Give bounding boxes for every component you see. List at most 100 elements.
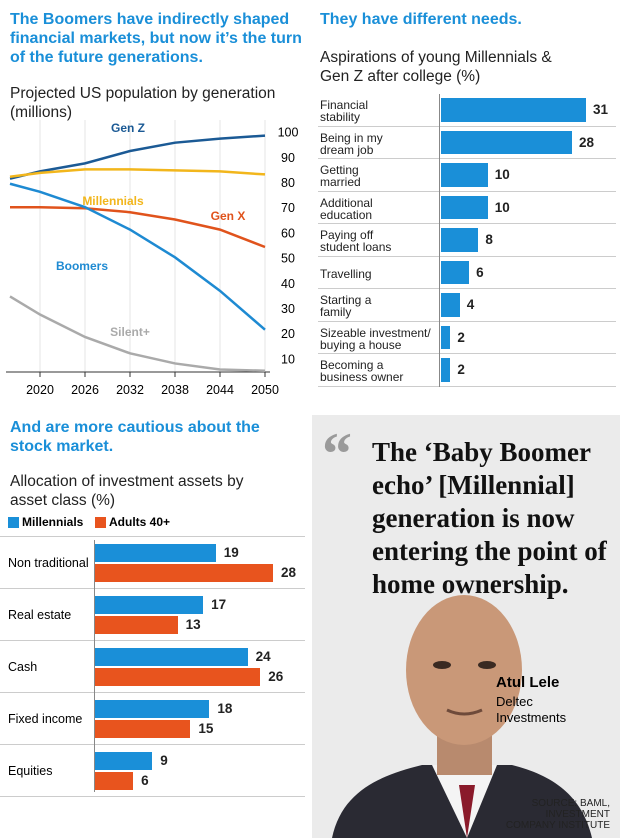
- category-label: Starting a family: [320, 293, 372, 320]
- value-label: 31: [593, 102, 609, 117]
- heading: They have different needs.: [320, 11, 522, 28]
- separator: [318, 125, 616, 127]
- category-label: Paying off student loans: [320, 228, 392, 255]
- bar: [95, 544, 216, 562]
- line: [9, 168, 266, 178]
- bar: [95, 668, 261, 686]
- value-label: 24: [255, 649, 271, 664]
- quote-mark: “: [322, 421, 352, 487]
- bar: [95, 564, 273, 582]
- series-label: Gen Z: [111, 121, 145, 135]
- series-label: Silent+: [110, 325, 150, 339]
- line: [9, 182, 266, 331]
- bar: [95, 596, 204, 614]
- line-chart: 2020 2026 2032 2038 2044 2050 10 20 30 40 50 60 70 80…: [6, 120, 299, 397]
- bar: [441, 325, 451, 349]
- bar: [441, 228, 479, 252]
- bar: [95, 752, 153, 770]
- category-label: Cash: [8, 660, 38, 674]
- separator: [0, 744, 305, 745]
- source: SOURCE: BAML, INVESTMENT COMPANY INSTITU…: [505, 798, 610, 831]
- category-label: Being in my dream job: [320, 130, 383, 157]
- chart-title: Projected US population by generation (m…: [10, 85, 276, 121]
- separator: [318, 353, 616, 354]
- chart-title: Aspirations of young Millennials & Gen Z…: [320, 49, 552, 85]
- bar-chart: Financial stability 31 Being in my dream j…: [318, 94, 618, 390]
- value-label: 26: [268, 669, 284, 684]
- separator: [318, 385, 616, 387]
- x-tick-label: 2044: [206, 383, 234, 397]
- y-tick-label: 10: [281, 352, 295, 366]
- bar: [95, 648, 248, 666]
- separator: [0, 536, 305, 537]
- bar: [95, 772, 134, 790]
- bar: [95, 720, 191, 738]
- bar: [95, 700, 210, 718]
- axis: [94, 540, 95, 792]
- category-label: Real estate: [8, 608, 72, 622]
- y-tick-label: 100: [278, 126, 299, 140]
- value-label: 19: [223, 545, 239, 560]
- quote: The ‘Baby Boomer echo’ [Millennial] gene…: [372, 437, 607, 599]
- person-name: Atul Lele: [496, 674, 560, 691]
- x-tick-label: 2050: [251, 383, 279, 397]
- photo: [332, 595, 592, 838]
- bar: [441, 358, 451, 382]
- category-label: Getting married: [320, 163, 361, 190]
- legend-label: Adults 40+: [109, 515, 171, 529]
- category-label: Sizeable investment/ buying a house: [320, 325, 431, 352]
- separator: [318, 320, 616, 322]
- series-label: Gen X: [211, 209, 246, 223]
- separator: [318, 223, 616, 224]
- x-tick-label: 2026: [71, 383, 99, 397]
- legend-swatch: [8, 517, 19, 528]
- line: [9, 134, 266, 180]
- value-label: 6: [141, 773, 149, 788]
- value-label: 17: [211, 597, 227, 612]
- separator: [0, 796, 305, 797]
- bar: [441, 163, 488, 187]
- category-label: Travelling: [320, 266, 372, 281]
- separator: [0, 692, 305, 693]
- value-label: 18: [217, 701, 233, 716]
- y-tick-label: 90: [281, 151, 295, 165]
- legend-swatch: [95, 517, 106, 528]
- person-company: Deltec Investments: [496, 694, 567, 725]
- x-tick-label: 2038: [161, 383, 189, 397]
- category-label: Non traditional: [8, 556, 89, 570]
- grouped-bar-chart: Millennials Adults 40+ Non traditional 19 28…: [0, 510, 310, 800]
- line: [9, 295, 266, 372]
- y-tick-label: 80: [281, 176, 295, 190]
- series-label: Millennials: [82, 194, 144, 208]
- category-label: Equities: [8, 764, 53, 778]
- y-tick-label: 20: [281, 327, 295, 341]
- category-label: Additional education: [320, 195, 373, 222]
- bar: [441, 130, 572, 154]
- series-label: Boomers: [56, 259, 108, 273]
- heading: And are more cautious about the stock ma…: [10, 419, 260, 455]
- value-label: 10: [494, 199, 510, 215]
- line: [10, 205, 266, 249]
- value-label: 9: [160, 753, 168, 768]
- y-tick-label: 60: [281, 226, 295, 240]
- y-tick-label: 70: [281, 201, 295, 215]
- separator: [318, 255, 616, 257]
- y-tick-label: 40: [281, 277, 295, 291]
- value-label: 13: [185, 617, 201, 632]
- value-label: 2: [457, 362, 465, 377]
- x-tick-label: 2032: [116, 383, 144, 397]
- y-tick-label: 50: [281, 252, 295, 266]
- value-label: 8: [485, 232, 493, 247]
- category-label: Becoming a business owner: [320, 358, 404, 385]
- chart-title: Allocation of investment assets by asset…: [10, 473, 244, 509]
- bar: [441, 195, 488, 219]
- separator: [0, 640, 305, 641]
- value-label: 4: [466, 297, 475, 312]
- bar: [441, 293, 460, 317]
- value-label: 2: [457, 329, 465, 345]
- heading: The Boomers have indirectly shaped finan…: [10, 11, 302, 66]
- axis: [439, 94, 440, 387]
- bar: [441, 98, 586, 122]
- separator: [318, 190, 616, 192]
